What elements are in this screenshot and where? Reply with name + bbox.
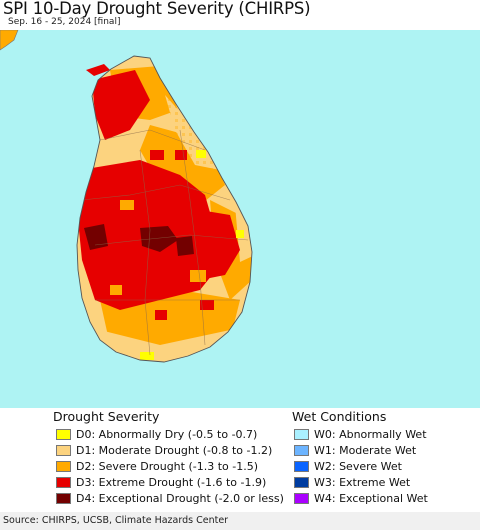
legend-label-d2: D2: Severe Drought (-1.3 to -1.5) [76,460,259,473]
legend-swatch-d3 [56,477,71,488]
legend-swatch-d2 [56,461,71,472]
legend-label-w0: W0: Abnormally Wet [314,428,427,441]
legend-swatch-w0 [294,429,309,440]
legend-swatch-w1 [294,445,309,456]
legend-label-d0: D0: Abnormally Dry (-0.5 to -0.7) [76,428,258,441]
map-title: SPI 10-Day Drought Severity (CHIRPS) [3,0,311,18]
d4-central [140,226,178,252]
drought-map [0,30,480,408]
legend-label-w1: W1: Moderate Wet [314,444,417,457]
d3-northwest [92,70,150,140]
d4-central2 [176,236,194,256]
legend-label-d3: D3: Extreme Drought (-1.6 to -1.9) [76,476,267,489]
sri-lanka-coastline [76,55,253,363]
legend-label-w2: W2: Severe Wet [314,460,402,473]
drought-legend-title: Drought Severity [53,409,160,424]
legend-swatch-w3 [294,477,309,488]
header: SPI 10-Day Drought Severity (CHIRPS) Sep… [0,0,480,30]
legend-label-d4: D4: Exceptional Drought (-2.0 or less) [76,492,284,505]
legend-label-d1: D1: Moderate Drought (-0.8 to -1.2) [76,444,273,457]
legend-label-w4: W4: Exceptional Wet [314,492,428,505]
mannar-island [86,64,110,76]
legend-swatch-d0 [56,429,71,440]
map-subtitle: Sep. 16 - 25, 2024 [final] [8,17,121,27]
wet-legend-title: Wet Conditions [292,409,387,424]
legend-swatch-d4 [56,493,71,504]
legend-label-w3: W3: Extreme Wet [314,476,411,489]
legend: Drought Severity D0: Abnormally Dry (-0.… [0,408,480,512]
map-svg [0,30,253,363]
d4-west [84,224,108,250]
legend-swatch-d1 [56,445,71,456]
india-landmass [0,30,19,51]
legend-swatch-w2 [294,461,309,472]
d1-northeast [165,95,220,170]
source-credit: Source: CHIRPS, UCSB, Climate Hazards Ce… [3,515,229,526]
d3-center-east [170,205,240,280]
footer: Source: CHIRPS, UCSB, Climate Hazards Ce… [0,512,480,530]
legend-swatch-w4 [294,493,309,504]
